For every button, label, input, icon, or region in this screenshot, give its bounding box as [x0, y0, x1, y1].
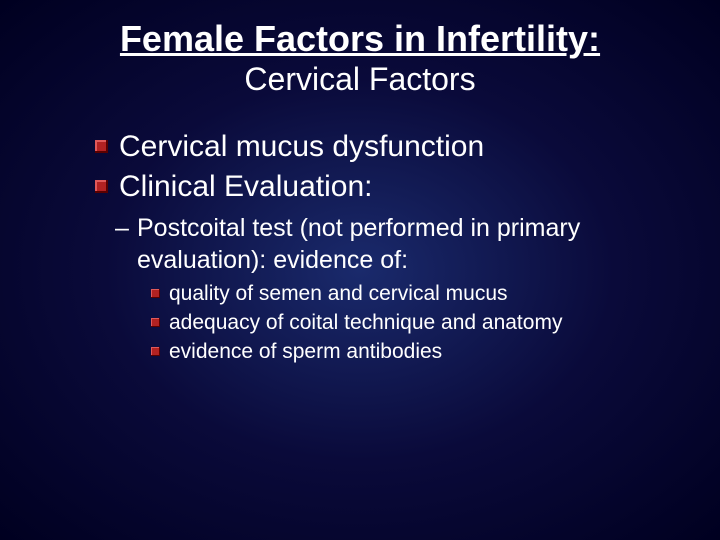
dash-icon: –: [115, 213, 129, 244]
bullet-level2: – Postcoital test (not performed in prim…: [95, 213, 680, 276]
bullet-level1: Cervical mucus dysfunction: [95, 128, 680, 166]
bullet-level2-text: Postcoital test (not performed in primar…: [137, 214, 580, 273]
bullet-level1: Clinical Evaluation:: [95, 168, 680, 206]
bullet-level3: quality of semen and cervical mucus: [95, 280, 680, 307]
slide-title: Female Factors in Infertility:: [0, 18, 720, 59]
bullet-level3: adequacy of coital technique and anatomy: [95, 309, 680, 336]
slide: Female Factors in Infertility: Cervical …: [0, 0, 720, 540]
slide-subtitle: Cervical Factors: [0, 61, 720, 98]
bullet-level3: evidence of sperm antibodies: [95, 338, 680, 365]
slide-content: Cervical mucus dysfunction Clinical Eval…: [0, 128, 720, 365]
